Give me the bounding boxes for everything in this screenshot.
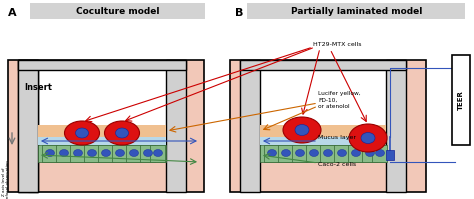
Ellipse shape: [116, 149, 125, 156]
Ellipse shape: [352, 149, 361, 156]
Polygon shape: [18, 60, 38, 192]
Bar: [150, 145, 165, 162]
Polygon shape: [18, 60, 38, 192]
Bar: [18, 60, 186, 70]
Ellipse shape: [295, 125, 309, 136]
Bar: [240, 60, 406, 70]
Bar: [452, 55, 470, 145]
Ellipse shape: [323, 149, 332, 156]
Text: B: B: [235, 8, 243, 18]
Bar: [334, 145, 349, 162]
Ellipse shape: [129, 149, 138, 156]
Bar: [126, 145, 141, 162]
Bar: [42, 145, 57, 162]
Text: TEER: TEER: [458, 90, 464, 110]
Bar: [264, 145, 279, 162]
Ellipse shape: [365, 149, 374, 156]
Bar: [140, 145, 155, 162]
Polygon shape: [166, 60, 186, 192]
Bar: [112, 145, 127, 162]
Ellipse shape: [267, 149, 276, 156]
Text: Partially laminated model: Partially laminated model: [292, 7, 423, 16]
Bar: [38, 125, 166, 137]
Bar: [247, 3, 465, 19]
Bar: [30, 3, 205, 19]
Polygon shape: [386, 60, 406, 192]
Ellipse shape: [361, 133, 375, 143]
Bar: [362, 145, 377, 162]
Ellipse shape: [88, 149, 97, 156]
Text: HT29-MTX cells: HT29-MTX cells: [313, 43, 362, 48]
Ellipse shape: [104, 121, 139, 145]
Text: Z axis level of
confocal observation: Z axis level of confocal observation: [2, 160, 10, 199]
Ellipse shape: [101, 149, 110, 156]
Ellipse shape: [349, 124, 387, 152]
Ellipse shape: [116, 128, 128, 138]
Bar: [8, 60, 204, 192]
Bar: [386, 150, 394, 160]
Ellipse shape: [337, 149, 346, 156]
Text: Caco-2 cells: Caco-2 cells: [318, 163, 356, 168]
Ellipse shape: [282, 149, 291, 156]
Text: Coculture model: Coculture model: [76, 7, 160, 16]
Bar: [260, 145, 386, 162]
Bar: [348, 145, 363, 162]
Ellipse shape: [154, 149, 163, 156]
Bar: [306, 145, 321, 162]
Bar: [260, 137, 386, 145]
Ellipse shape: [64, 121, 100, 145]
Bar: [98, 145, 113, 162]
Bar: [260, 125, 386, 137]
Bar: [230, 60, 426, 192]
Bar: [84, 145, 99, 162]
Bar: [292, 145, 307, 162]
Bar: [260, 70, 386, 152]
Text: Lucifer yellow,
FD-10,
or atenolol: Lucifer yellow, FD-10, or atenolol: [318, 91, 361, 109]
Text: Insert: Insert: [24, 83, 52, 92]
Ellipse shape: [310, 149, 319, 156]
Ellipse shape: [375, 149, 384, 156]
Text: A: A: [8, 8, 17, 18]
Ellipse shape: [295, 149, 304, 156]
Bar: [38, 70, 166, 152]
Bar: [38, 145, 166, 162]
Bar: [278, 145, 293, 162]
Ellipse shape: [283, 117, 321, 143]
Bar: [56, 145, 71, 162]
Ellipse shape: [46, 149, 55, 156]
Bar: [372, 145, 387, 162]
Polygon shape: [240, 60, 260, 192]
Ellipse shape: [73, 149, 82, 156]
Bar: [320, 145, 335, 162]
Bar: [70, 145, 85, 162]
Bar: [38, 137, 166, 145]
Ellipse shape: [75, 128, 89, 138]
Polygon shape: [18, 60, 38, 192]
Text: Mucus layer: Mucus layer: [318, 135, 356, 139]
Ellipse shape: [60, 149, 69, 156]
Ellipse shape: [144, 149, 153, 156]
